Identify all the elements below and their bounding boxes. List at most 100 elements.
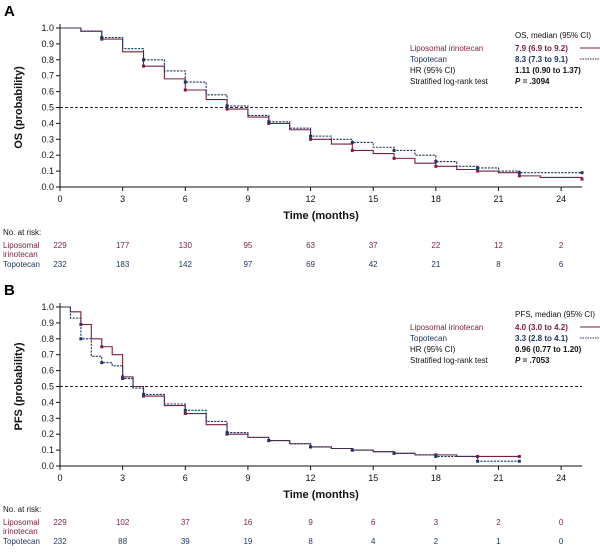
censor-mark [267, 121, 271, 125]
x-tick-label: 24 [556, 473, 566, 483]
y-tick-label: 0.4 [41, 118, 54, 128]
censor-mark [392, 451, 396, 455]
y-tick-label: 0.0 [41, 461, 54, 471]
x-tick-label: 0 [57, 194, 62, 204]
censor-mark [225, 107, 229, 111]
risk-cell: 183 [115, 260, 130, 269]
censor-mark [121, 375, 125, 379]
censor-mark [100, 361, 104, 365]
y-tick-label: 0.0 [41, 182, 54, 192]
censor-mark [350, 148, 354, 152]
risk-label-line: irinotecan [3, 250, 38, 259]
y-tick-label: 0.7 [41, 350, 54, 360]
censor-mark [100, 345, 104, 349]
censor-mark [434, 160, 438, 164]
legend-name: Topotecan [410, 334, 447, 343]
risk-cell: 229 [53, 241, 67, 250]
censor-mark [392, 148, 396, 152]
y-tick-label: 1.0 [41, 302, 54, 312]
censor-mark [580, 171, 584, 175]
y-tick-label: 0.6 [41, 366, 54, 376]
risk-cell: 1 [496, 537, 501, 546]
censor-mark [142, 64, 146, 68]
risk-cell: 21 [431, 260, 441, 269]
x-tick-label: 21 [493, 473, 503, 483]
x-tick-label: 0 [57, 473, 62, 483]
legend-name: Topotecan [410, 55, 447, 64]
risk-header: No. at risk: [3, 505, 42, 514]
risk-cell: 95 [243, 241, 253, 250]
censor-mark [142, 58, 146, 62]
stat-label: Stratified log-rank test [410, 356, 489, 365]
censor-mark [476, 454, 480, 458]
y-tick-label: 0.9 [41, 318, 54, 328]
p-symbol: P [515, 77, 521, 86]
risk-cell: 3 [433, 518, 439, 527]
p-value: = .3094 [520, 77, 550, 86]
censor-mark [225, 432, 229, 436]
x-tick-label: 18 [431, 473, 441, 483]
stat-value: P = .3094 [515, 77, 550, 86]
risk-label-line: Topotecan [3, 260, 40, 269]
risk-cell: 232 [53, 537, 67, 546]
y-tick-label: 0.3 [41, 134, 54, 144]
y-tick-label: 0.4 [41, 397, 54, 407]
risk-cell: 9 [308, 518, 313, 527]
censor-mark [79, 337, 83, 341]
x-tick-label: 18 [431, 194, 441, 204]
censor-mark [183, 408, 187, 412]
legend-value: 7.9 (6.9 to 9.2) [515, 44, 568, 53]
censor-mark [434, 454, 438, 458]
risk-cell: 69 [306, 260, 315, 269]
censor-mark [225, 431, 229, 435]
pfs-chart: B 0.0 0.1 0.2 0.3 0.4 0.5 0.6 0.7 0.8 0.9 1.0 0 3 6 9 12… [4, 282, 600, 501]
y-tick-label: 0.9 [41, 39, 54, 49]
risk-cell: 88 [118, 537, 128, 546]
risk-cell: 2 [433, 537, 439, 546]
censor-mark [517, 174, 521, 178]
risk-cell: 130 [178, 241, 192, 250]
risk-cell: 4 [370, 537, 376, 546]
legend-value: 4.0 (3.0 to 4.2) [515, 323, 568, 332]
x-tick-label: 12 [306, 194, 316, 204]
legend-value: 8.3 (7.3 to 9.1) [515, 55, 568, 64]
risk-cell: 8 [496, 260, 501, 269]
x-tick-label: 12 [306, 473, 316, 483]
y-tick-label: 0.8 [41, 334, 54, 344]
y-axis-label: OS (probability) [13, 66, 25, 149]
panel-b: B 0.0 0.1 0.2 0.3 0.4 0.5 0.6 0.7 0.8 0.9 1.0 0 3 6 9 12… [0, 279, 600, 559]
x-axis-label: Time (months) [283, 489, 359, 501]
y-axis-label: PFS (probability) [13, 342, 25, 430]
censor-mark [183, 412, 187, 416]
censor-mark [100, 37, 104, 41]
risk-label-line: Liposomal [3, 518, 40, 527]
censor-mark [350, 140, 354, 144]
stat-value: 0.96 (0.77 to 1.20) [515, 345, 582, 354]
risk-cell: 102 [115, 518, 130, 527]
censor-mark [517, 454, 521, 458]
censor-mark [476, 166, 480, 170]
risk-label-topotecan: Topotecan [3, 260, 40, 269]
y-tick-label: 0.2 [41, 429, 54, 439]
os-chart: A 0.0 0.1 0.2 0.3 0.4 0.5 0.6 0.7 0.8 0.9 1.0 0 3 6 9 12… [4, 3, 600, 222]
risk-cell: 19 [243, 537, 253, 546]
censor-mark [476, 459, 480, 463]
risk-cell: 39 [180, 537, 190, 546]
censor-mark [267, 439, 271, 443]
x-tick-label: 6 [183, 194, 188, 204]
risk-label-line: irinotecan [3, 527, 38, 536]
series-line-liposomal [60, 27, 583, 180]
y-tick-label: 0.1 [41, 445, 54, 455]
risk-label-liposomal: Liposomal irinotecan [3, 518, 39, 536]
risk-header: No. at risk: [3, 228, 42, 237]
y-tick-label: 0.6 [41, 87, 54, 97]
censor-mark [225, 104, 229, 108]
y-tick-label: 0.5 [41, 103, 54, 113]
risk-cell: 2 [558, 241, 564, 250]
risk-cell: 6 [370, 518, 376, 527]
risk-cell: 37 [180, 518, 190, 527]
y-tick-label: 0.8 [41, 55, 54, 65]
stat-value: 1.11 (0.90 to 1.37) [515, 66, 581, 75]
y-tick-label: 0.1 [41, 166, 54, 176]
risk-cell: 142 [178, 260, 192, 269]
